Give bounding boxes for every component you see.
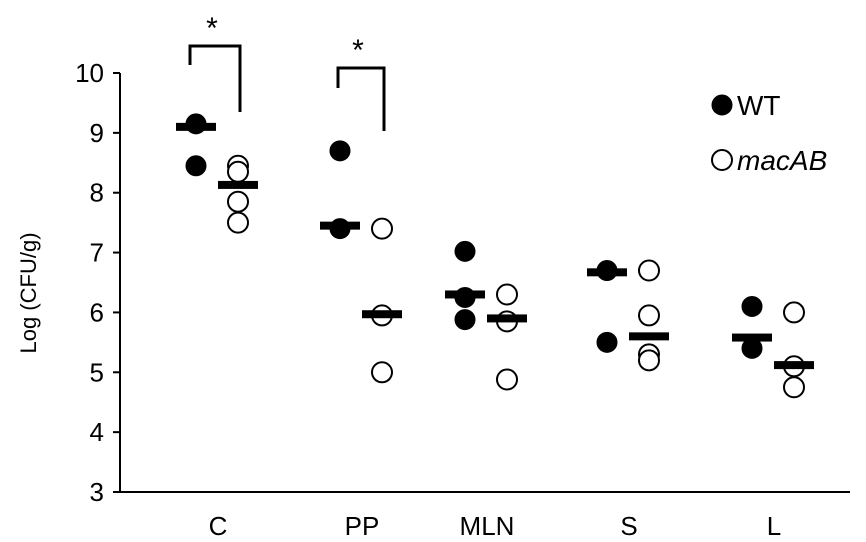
- x-category-label: L: [767, 511, 781, 541]
- macab-mean-bar: [487, 314, 527, 323]
- data-points: [185, 113, 805, 399]
- significance-star: *: [206, 12, 218, 45]
- wt-mean-bar: [445, 290, 485, 299]
- wt-mean-bar: [176, 122, 216, 131]
- macab-point: [496, 368, 518, 391]
- wt-point: [454, 309, 476, 331]
- macab-point: [638, 259, 660, 282]
- y-tick-label: 10: [75, 58, 104, 88]
- wt-point: [741, 295, 763, 317]
- wt-point: [329, 140, 351, 162]
- x-axis: C PP MLN S L: [120, 491, 850, 541]
- macab-point: [227, 211, 249, 234]
- y-tick-label: 7: [90, 238, 104, 268]
- macab-mean-bar: [629, 332, 669, 341]
- macab-point: [371, 361, 393, 384]
- legend: WT macAB: [711, 90, 827, 176]
- mean-bars: [176, 122, 814, 370]
- wt-mean-bar: [320, 221, 360, 230]
- y-tick-label: 3: [90, 477, 104, 507]
- wt-mean-bar: [732, 333, 772, 342]
- x-category-label: S: [620, 511, 637, 541]
- macab-mean-bar: [218, 180, 258, 189]
- y-tick-label: 5: [90, 357, 104, 387]
- wt-point: [596, 331, 618, 353]
- y-tick-label: 8: [90, 178, 104, 208]
- macab-point: [227, 160, 249, 183]
- x-category-label: PP: [345, 511, 380, 541]
- macab-point: [783, 301, 805, 324]
- x-category-label: MLN: [460, 511, 515, 541]
- macab-point: [638, 304, 660, 327]
- y-tick-label: 9: [90, 118, 104, 148]
- macab-mean-bar: [362, 310, 402, 319]
- legend-macab-marker: [711, 149, 733, 171]
- legend-wt-marker: [711, 94, 733, 116]
- y-tick-label: 4: [90, 417, 104, 447]
- macab-point: [783, 376, 805, 399]
- wt-point: [185, 155, 207, 177]
- legend-macab-label: macAB: [737, 145, 827, 176]
- macab-point: [371, 217, 393, 240]
- y-tick-label: 6: [90, 297, 104, 327]
- x-category-label: C: [209, 511, 228, 541]
- macab-point: [227, 190, 249, 213]
- legend-wt-label: WT: [737, 90, 781, 121]
- y-axis-label: Log (CFU/g): [16, 232, 41, 353]
- significance-star: *: [352, 34, 364, 67]
- macab-point: [638, 349, 660, 372]
- significance-bracket: [336, 66, 386, 131]
- macab-mean-bar: [774, 361, 814, 370]
- significance-bracket: [188, 44, 242, 112]
- y-axis: 3 4 5 6 7 8 9 10: [75, 58, 121, 507]
- significance-brackets: **: [188, 12, 386, 131]
- wt-mean-bar: [587, 268, 627, 277]
- wt-point: [454, 240, 476, 262]
- macab-point: [496, 283, 518, 306]
